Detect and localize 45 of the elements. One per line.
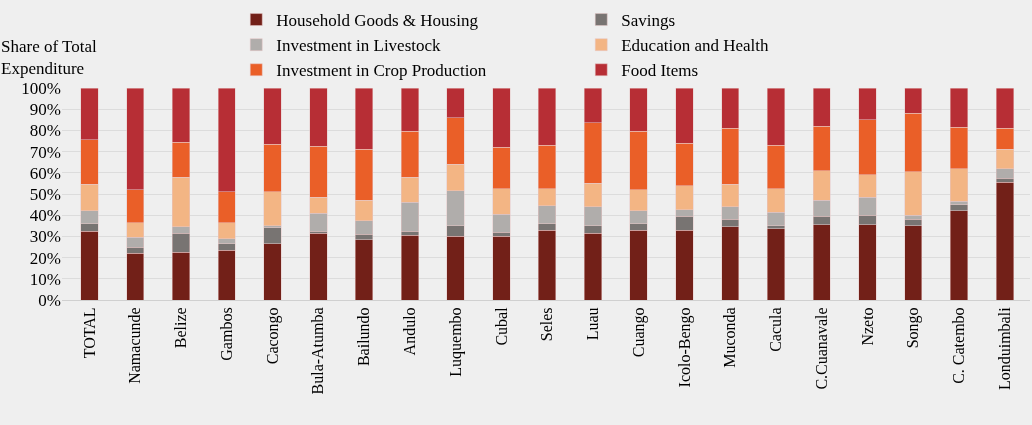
x-tick-label: Luau [584,307,602,341]
x-tick-label: Cacula [767,307,785,352]
y-tick-label: 60% [29,163,61,183]
legend-label: Food Items [621,61,699,81]
x-tick-label: Cubal [492,306,510,346]
y-tick-label: 50% [29,184,61,204]
x-tick-label: Gambos [217,307,235,361]
bar [995,182,1014,300]
y-tick-label: 90% [29,100,61,120]
y-tick-label: 0% [38,290,61,310]
y-tick-label: 10% [29,269,61,289]
y-tick-label: 30% [29,227,61,247]
x-tick-label: Andulo [401,307,419,356]
x-tick-label: Seles [538,307,556,342]
bar [492,236,511,300]
x-tick-label: Belize [172,307,190,349]
bar [309,232,328,300]
x-tick-label: Songo [904,307,923,349]
y-tick-label: 100% [21,78,61,98]
x-tick-label: Namacunde [126,307,144,384]
x-tick-label: Cacongo [263,307,282,365]
y-tick-label: 70% [29,142,61,162]
y-tick-label: 20% [29,248,61,268]
bar [355,239,374,300]
legend-label: Household Goods & Housing [276,11,479,31]
legend-label: Education and Health [621,36,770,56]
x-tick-label: Bula-Atumba [309,307,327,395]
x-tick-label: C.Cuanavale [812,307,830,390]
x-tick-label: Londuimbali [996,306,1014,391]
x-tick-label: Nzeto [858,307,876,346]
x-tick-label: Luquembo [446,307,465,377]
y-tick-label: 80% [29,121,61,141]
y-tick-label: 40% [29,206,61,226]
x-tick-label: Cuango [629,307,648,358]
legend-label: Investment in Crop Production [276,61,487,81]
x-tick-label: Bailundo [355,307,373,367]
x-tick-label: Muconda [721,307,739,368]
legend-label: Savings [621,11,676,31]
x-tick-label: TOTAL [80,307,98,359]
bar [767,228,785,300]
x-tick-label: Icolo-Bengo [675,307,694,388]
bar [400,235,419,300]
x-tick-label: C. Catembo [950,307,968,384]
y-axis-title: Share of Total Expenditure [1,37,98,79]
legend-label: Investment in Livestock [276,36,442,56]
